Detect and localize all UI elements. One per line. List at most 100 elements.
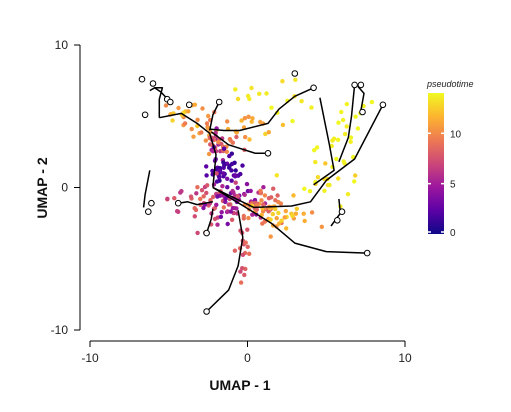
cell-point	[195, 185, 200, 190]
cell-point	[234, 206, 239, 211]
cell-point	[266, 130, 271, 135]
cell-point	[270, 211, 275, 217]
cell-point	[334, 156, 339, 162]
trajectory-endpoint	[334, 217, 341, 224]
cell-point	[223, 196, 228, 201]
cell-point	[240, 252, 246, 257]
axes: -10 0 10 -10 0 10	[51, 38, 412, 365]
cell-point	[280, 122, 286, 128]
cell-point	[339, 109, 344, 115]
cell-point	[220, 184, 225, 189]
cell-point	[314, 145, 320, 150]
trajectory-endpoint	[264, 150, 272, 157]
trajectory-endpoint	[359, 108, 366, 116]
cell-point	[245, 244, 250, 249]
trajectory-segment	[208, 101, 220, 131]
trajectory-segment	[313, 97, 335, 186]
x-axis-title: UMAP - 1	[209, 377, 270, 393]
cell-point	[261, 185, 266, 190]
cell-point	[231, 190, 236, 195]
cell-point	[322, 188, 327, 193]
cell-point	[309, 105, 314, 110]
cell-point	[264, 91, 269, 96]
cell-point	[352, 179, 357, 184]
cell-point	[258, 119, 263, 125]
cell-point	[233, 180, 238, 185]
cell-point	[230, 140, 235, 145]
cell-point	[230, 205, 236, 211]
cell-point	[245, 227, 250, 232]
cell-point	[225, 209, 230, 214]
y-axis-title: UMAP - 2	[34, 157, 50, 218]
trajectory-endpoint	[357, 81, 365, 89]
cell-point	[263, 131, 268, 137]
cell-point	[203, 138, 208, 143]
trajectory-segment	[357, 85, 365, 111]
cell-point	[225, 221, 230, 227]
cell-point	[249, 85, 254, 91]
cell-point	[247, 251, 252, 256]
cell-point	[290, 118, 295, 124]
cell-point	[269, 105, 274, 110]
cell-point	[204, 164, 209, 169]
cell-point	[313, 159, 318, 165]
cell-point	[254, 203, 259, 208]
trajectory-endpoint	[363, 249, 371, 257]
cell-point	[330, 138, 335, 143]
cell-point	[214, 179, 220, 184]
cell-point	[247, 96, 252, 102]
trajectory-endpoint	[174, 199, 182, 207]
cell-point	[276, 210, 281, 216]
cell-point	[259, 198, 264, 203]
cell-point	[284, 226, 289, 231]
cell-point	[205, 183, 210, 188]
trajectory-endpoint	[310, 84, 317, 92]
cell-point	[229, 217, 235, 222]
trajectory-segment	[206, 210, 244, 313]
cell-point	[369, 99, 375, 105]
cell-point	[271, 186, 276, 191]
x-tick-label: 0	[244, 351, 251, 365]
cell-point	[241, 213, 246, 219]
cell-point	[309, 210, 315, 215]
cell-point	[301, 211, 306, 216]
cell-points	[163, 77, 375, 285]
trajectory-segment	[209, 87, 314, 132]
cell-point	[344, 101, 349, 107]
cell-point	[232, 248, 238, 253]
cell-point	[299, 99, 304, 104]
cell-point	[250, 116, 255, 121]
cell-point	[348, 139, 353, 144]
cell-point	[323, 161, 328, 166]
cell-point	[258, 188, 263, 193]
cell-point	[348, 135, 354, 140]
cell-point	[283, 208, 288, 214]
cell-point	[188, 194, 194, 199]
cell-point	[327, 182, 332, 188]
cell-point	[273, 198, 278, 203]
cell-point	[294, 206, 299, 211]
cell-point	[336, 176, 341, 181]
cell-point	[198, 196, 203, 202]
cell-point	[302, 186, 307, 191]
cell-point	[221, 205, 226, 210]
legend-colorbar	[428, 93, 444, 234]
cell-point	[233, 173, 238, 178]
cell-point	[242, 272, 247, 278]
cell-point	[227, 163, 232, 169]
cell-point	[238, 269, 243, 274]
cell-point	[225, 119, 230, 124]
cell-point	[260, 221, 265, 226]
trajectory-segment	[212, 104, 384, 209]
cell-point	[254, 207, 259, 212]
x-tick-label: -10	[81, 351, 99, 365]
cell-point	[342, 131, 348, 137]
cell-point	[282, 215, 287, 220]
cell-point	[194, 191, 199, 196]
cell-point	[204, 173, 209, 178]
cell-point	[238, 171, 243, 177]
cell-point	[215, 194, 220, 199]
cell-point	[219, 210, 224, 215]
cell-point	[216, 139, 221, 145]
